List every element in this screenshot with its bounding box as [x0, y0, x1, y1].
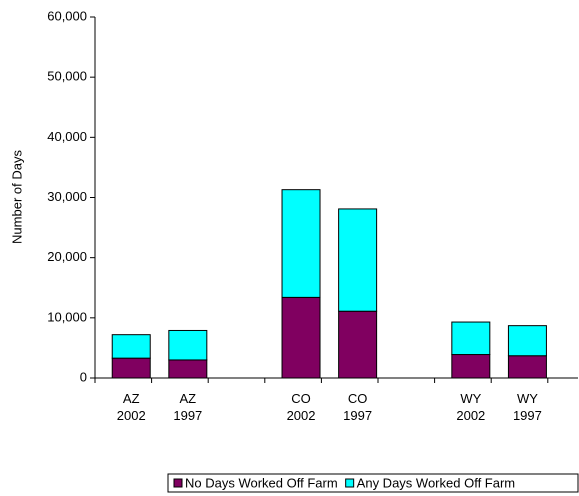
- x-tick-label-line: 1997: [173, 408, 202, 423]
- x-tick-label-line: WY: [517, 391, 538, 406]
- bar-segment: [168, 359, 208, 379]
- y-axis-label: Number of Days: [9, 150, 24, 244]
- bar-segment: [168, 329, 208, 361]
- x-tick-label-line: 2002: [117, 408, 146, 423]
- y-tick-label: 40,000: [47, 129, 87, 144]
- bar-segment: [338, 208, 378, 312]
- legend-label: Any Days Worked Off Farm: [357, 475, 515, 490]
- y-tick-label: 20,000: [47, 249, 87, 264]
- y-tick-label: 0: [80, 369, 87, 384]
- bar-segment: [281, 189, 321, 298]
- x-tick-label: AZ 1997: [173, 391, 202, 423]
- x-tick-label: CO 2002: [287, 391, 316, 423]
- x-tick-label: AZ 2002: [117, 391, 146, 423]
- y-tick-label: 30,000: [47, 189, 87, 204]
- bar-segment: [451, 354, 491, 379]
- bar-segment: [281, 296, 321, 379]
- x-tick-label-line: WY: [460, 391, 481, 406]
- x-tick-label-line: 2002: [456, 408, 485, 423]
- bar-segment: [507, 355, 547, 379]
- x-tick-label-line: 1997: [343, 408, 372, 423]
- legend-swatch: [345, 478, 355, 488]
- y-tick-label: 50,000: [47, 69, 87, 84]
- legend-box: [167, 473, 579, 493]
- bar-segment: [451, 321, 491, 356]
- bar-segment: [338, 310, 378, 379]
- x-tick-label-line: AZ: [123, 391, 140, 406]
- y-tick-label: 10,000: [47, 309, 87, 324]
- x-tick-label-line: 1997: [513, 408, 542, 423]
- bar-segment: [507, 325, 547, 357]
- x-tick-label: WY 2002: [456, 391, 485, 423]
- legend-swatch: [173, 478, 183, 488]
- bar-segment: [111, 334, 151, 359]
- x-tick-label-line: CO: [348, 391, 368, 406]
- bar-segment: [111, 357, 151, 379]
- legend-label: No Days Worked Off Farm: [185, 475, 338, 490]
- x-tick-label-line: 2002: [287, 408, 316, 423]
- y-tick-label: 60,000: [47, 8, 87, 23]
- x-tick-label-line: CO: [291, 391, 311, 406]
- x-tick-label: WY 1997: [513, 391, 542, 423]
- x-tick-label-line: AZ: [180, 391, 197, 406]
- x-tick-label: CO 1997: [343, 391, 372, 423]
